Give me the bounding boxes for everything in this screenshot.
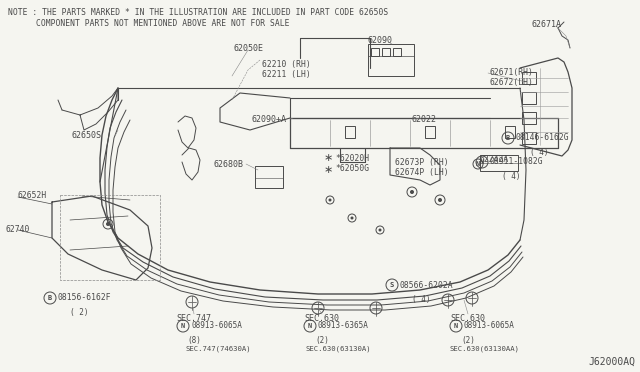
Circle shape xyxy=(410,190,414,194)
Text: 08911-1082G: 08911-1082G xyxy=(490,157,543,167)
Text: 62650S: 62650S xyxy=(72,131,102,141)
Text: B: B xyxy=(48,295,52,301)
Text: 62242A: 62242A xyxy=(480,155,509,164)
Text: SEC.630(63130AA): SEC.630(63130AA) xyxy=(450,346,520,353)
Text: (2): (2) xyxy=(461,336,475,345)
Text: SEC.630: SEC.630 xyxy=(451,314,486,323)
Text: 08913-6365A: 08913-6365A xyxy=(318,321,369,330)
Text: ( 4): ( 4) xyxy=(412,295,431,304)
Text: ∗: ∗ xyxy=(323,153,333,163)
Text: 08156-6162F: 08156-6162F xyxy=(58,294,111,302)
Text: 62740: 62740 xyxy=(6,225,30,234)
Text: N: N xyxy=(476,161,480,167)
Text: J62000AQ: J62000AQ xyxy=(588,357,635,367)
Text: B: B xyxy=(506,135,510,141)
Circle shape xyxy=(378,228,381,231)
Text: S: S xyxy=(390,282,394,288)
Text: SEC.747(74630A): SEC.747(74630A) xyxy=(186,346,252,353)
Text: (2): (2) xyxy=(315,336,329,345)
Text: SEC.747: SEC.747 xyxy=(177,314,211,323)
Text: 62672(LH): 62672(LH) xyxy=(490,78,534,87)
Text: SEC.630(63130A): SEC.630(63130A) xyxy=(306,346,372,353)
Text: *62050G: *62050G xyxy=(335,164,369,173)
Bar xyxy=(522,72,536,84)
Text: 08146-6162G: 08146-6162G xyxy=(516,134,570,142)
Text: 62674P (LH): 62674P (LH) xyxy=(395,168,449,177)
Text: NOTE : THE PARTS MARKED * IN THE ILLUSTRATION ARE INCLUDED IN PART CODE 62650S: NOTE : THE PARTS MARKED * IN THE ILLUSTR… xyxy=(8,8,388,17)
Text: 62050E: 62050E xyxy=(233,44,263,53)
Text: N: N xyxy=(181,323,185,329)
Bar xyxy=(368,44,414,76)
Circle shape xyxy=(328,199,332,202)
Text: 62652H: 62652H xyxy=(18,192,47,201)
Text: ( 4): ( 4) xyxy=(530,148,548,157)
Bar xyxy=(522,112,536,124)
Text: (8): (8) xyxy=(187,336,201,345)
Text: N: N xyxy=(480,159,484,165)
Text: 08913-6065A: 08913-6065A xyxy=(464,321,515,330)
Bar xyxy=(480,155,518,171)
Text: ( 4): ( 4) xyxy=(502,172,520,181)
Bar xyxy=(522,132,536,144)
Text: SEC.630: SEC.630 xyxy=(305,314,339,323)
Text: 62022: 62022 xyxy=(412,115,437,124)
Bar xyxy=(425,126,435,138)
Text: 62210 (RH): 62210 (RH) xyxy=(262,60,311,69)
Bar xyxy=(505,126,515,138)
Text: 62211 (LH): 62211 (LH) xyxy=(262,70,311,79)
Circle shape xyxy=(351,217,353,219)
Text: 62673P (RH): 62673P (RH) xyxy=(395,158,449,167)
Text: 08913-6065A: 08913-6065A xyxy=(191,321,242,330)
Text: 62090+A: 62090+A xyxy=(251,115,286,124)
Text: 08566-6202A: 08566-6202A xyxy=(400,280,454,289)
Text: ∗: ∗ xyxy=(323,165,333,175)
Text: ( 2): ( 2) xyxy=(70,308,88,317)
Text: 62090: 62090 xyxy=(367,36,392,45)
Bar xyxy=(522,92,536,104)
Bar xyxy=(371,48,379,56)
Text: 62671A: 62671A xyxy=(531,20,561,29)
Bar xyxy=(255,166,283,188)
Text: N: N xyxy=(454,323,458,329)
Text: COMPONENT PARTS NOT MENTIONED ABOVE ARE NOT FOR SALE: COMPONENT PARTS NOT MENTIONED ABOVE ARE … xyxy=(36,19,289,28)
Text: *62020H: *62020H xyxy=(335,154,369,163)
Circle shape xyxy=(106,222,110,226)
Text: 62671(RH): 62671(RH) xyxy=(490,68,534,77)
Bar xyxy=(393,48,401,56)
Text: N: N xyxy=(308,323,312,329)
Bar xyxy=(382,48,390,56)
Circle shape xyxy=(438,198,442,202)
Bar xyxy=(345,126,355,138)
Text: 62680B: 62680B xyxy=(214,160,244,169)
